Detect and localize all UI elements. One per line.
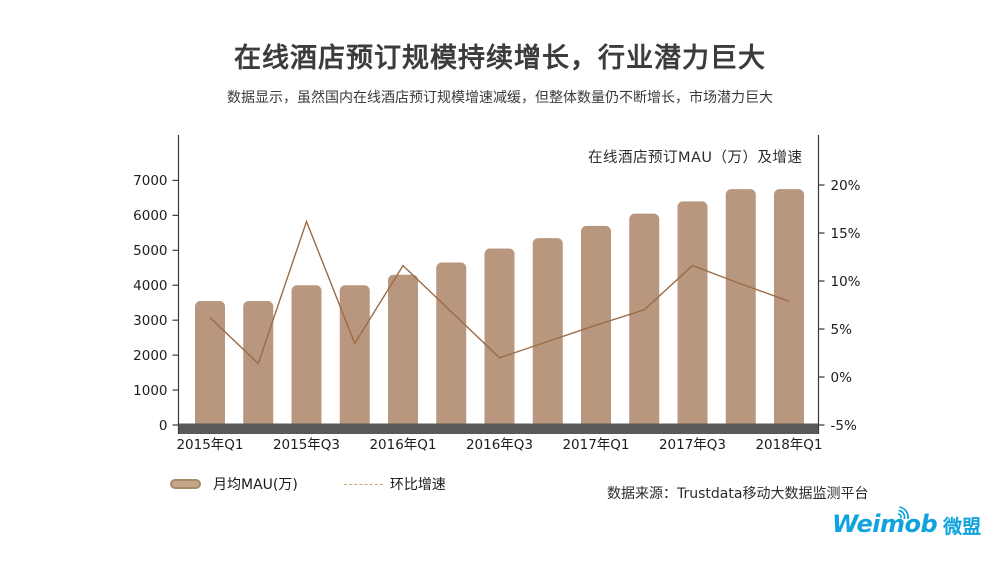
y-right-tick-label: 15% [831, 226, 861, 242]
mau-bar [581, 225, 611, 428]
chart-title: 在线酒店预订MAU（万）及增速 [588, 150, 803, 166]
legend-bar-swatch [170, 479, 201, 489]
y-right-tick-label: -5% [831, 418, 857, 434]
mau-bar [388, 274, 418, 428]
y-right-tick-label: 10% [831, 274, 861, 290]
growth-line [209, 219, 790, 365]
page-title: 在线酒店预订规模持续增长，行业潜力巨大 [234, 43, 766, 74]
x-tick-label: 2015年Q1 [176, 437, 243, 453]
y-left-tick-label: 1000 [133, 383, 167, 399]
y-left-tick-label: 0 [159, 418, 168, 434]
y-right-tick-label: 5% [831, 322, 853, 338]
mau-bar [532, 238, 563, 428]
y-right-tick-label: 0% [831, 370, 853, 386]
mau-bar [484, 248, 515, 428]
x-tick-label: 2018年Q1 [755, 437, 822, 453]
y-left-tick-label: 3000 [133, 313, 167, 329]
y-right-tick-label: 20% [831, 178, 861, 194]
y-left-tick-label: 7000 [133, 173, 167, 189]
weimob-logo: Weimob 微盟 [832, 506, 982, 541]
x-tick-label: 2017年Q3 [659, 437, 726, 453]
y-left-tick-label: 4000 [133, 278, 167, 294]
baseline-band [178, 423, 819, 434]
data-source: 数据来源：Trustdata移动大数据监测平台 [607, 486, 869, 502]
x-tick-label: 2016年Q3 [466, 437, 533, 453]
page-subtitle: 数据显示，虽然国内在线酒店预订规模增速减缓，但整体数量仍不断增长，市场潜力巨大 [227, 90, 773, 106]
mau-bar [195, 300, 225, 428]
y-left-tick-label: 2000 [133, 348, 167, 364]
mau-bar [725, 189, 756, 428]
mau-bar [677, 201, 708, 428]
mau-bar [774, 189, 804, 428]
mau-bar [629, 213, 660, 428]
y-left-tick-label: 5000 [133, 243, 167, 259]
weimob-cjk: 微盟 [943, 516, 982, 538]
weimob-wordmark: Weimob [832, 510, 938, 538]
mau-bar [436, 262, 467, 428]
legend-line-label: 环比增速 [389, 477, 446, 493]
mau-bar [291, 285, 322, 428]
legend-bar-label: 月均MAU(万) [213, 477, 298, 493]
legend: 月均MAU(万) 环比增速 [170, 476, 446, 493]
x-tick-label: 2017年Q1 [562, 437, 629, 453]
legend-line-swatch [343, 483, 383, 485]
mau-bar [339, 285, 370, 428]
y-left-tick-label: 6000 [133, 208, 167, 224]
x-tick-label: 2015年Q3 [273, 437, 340, 453]
x-tick-label: 2016年Q1 [369, 437, 436, 453]
wifi-arcs-icon [897, 506, 909, 519]
